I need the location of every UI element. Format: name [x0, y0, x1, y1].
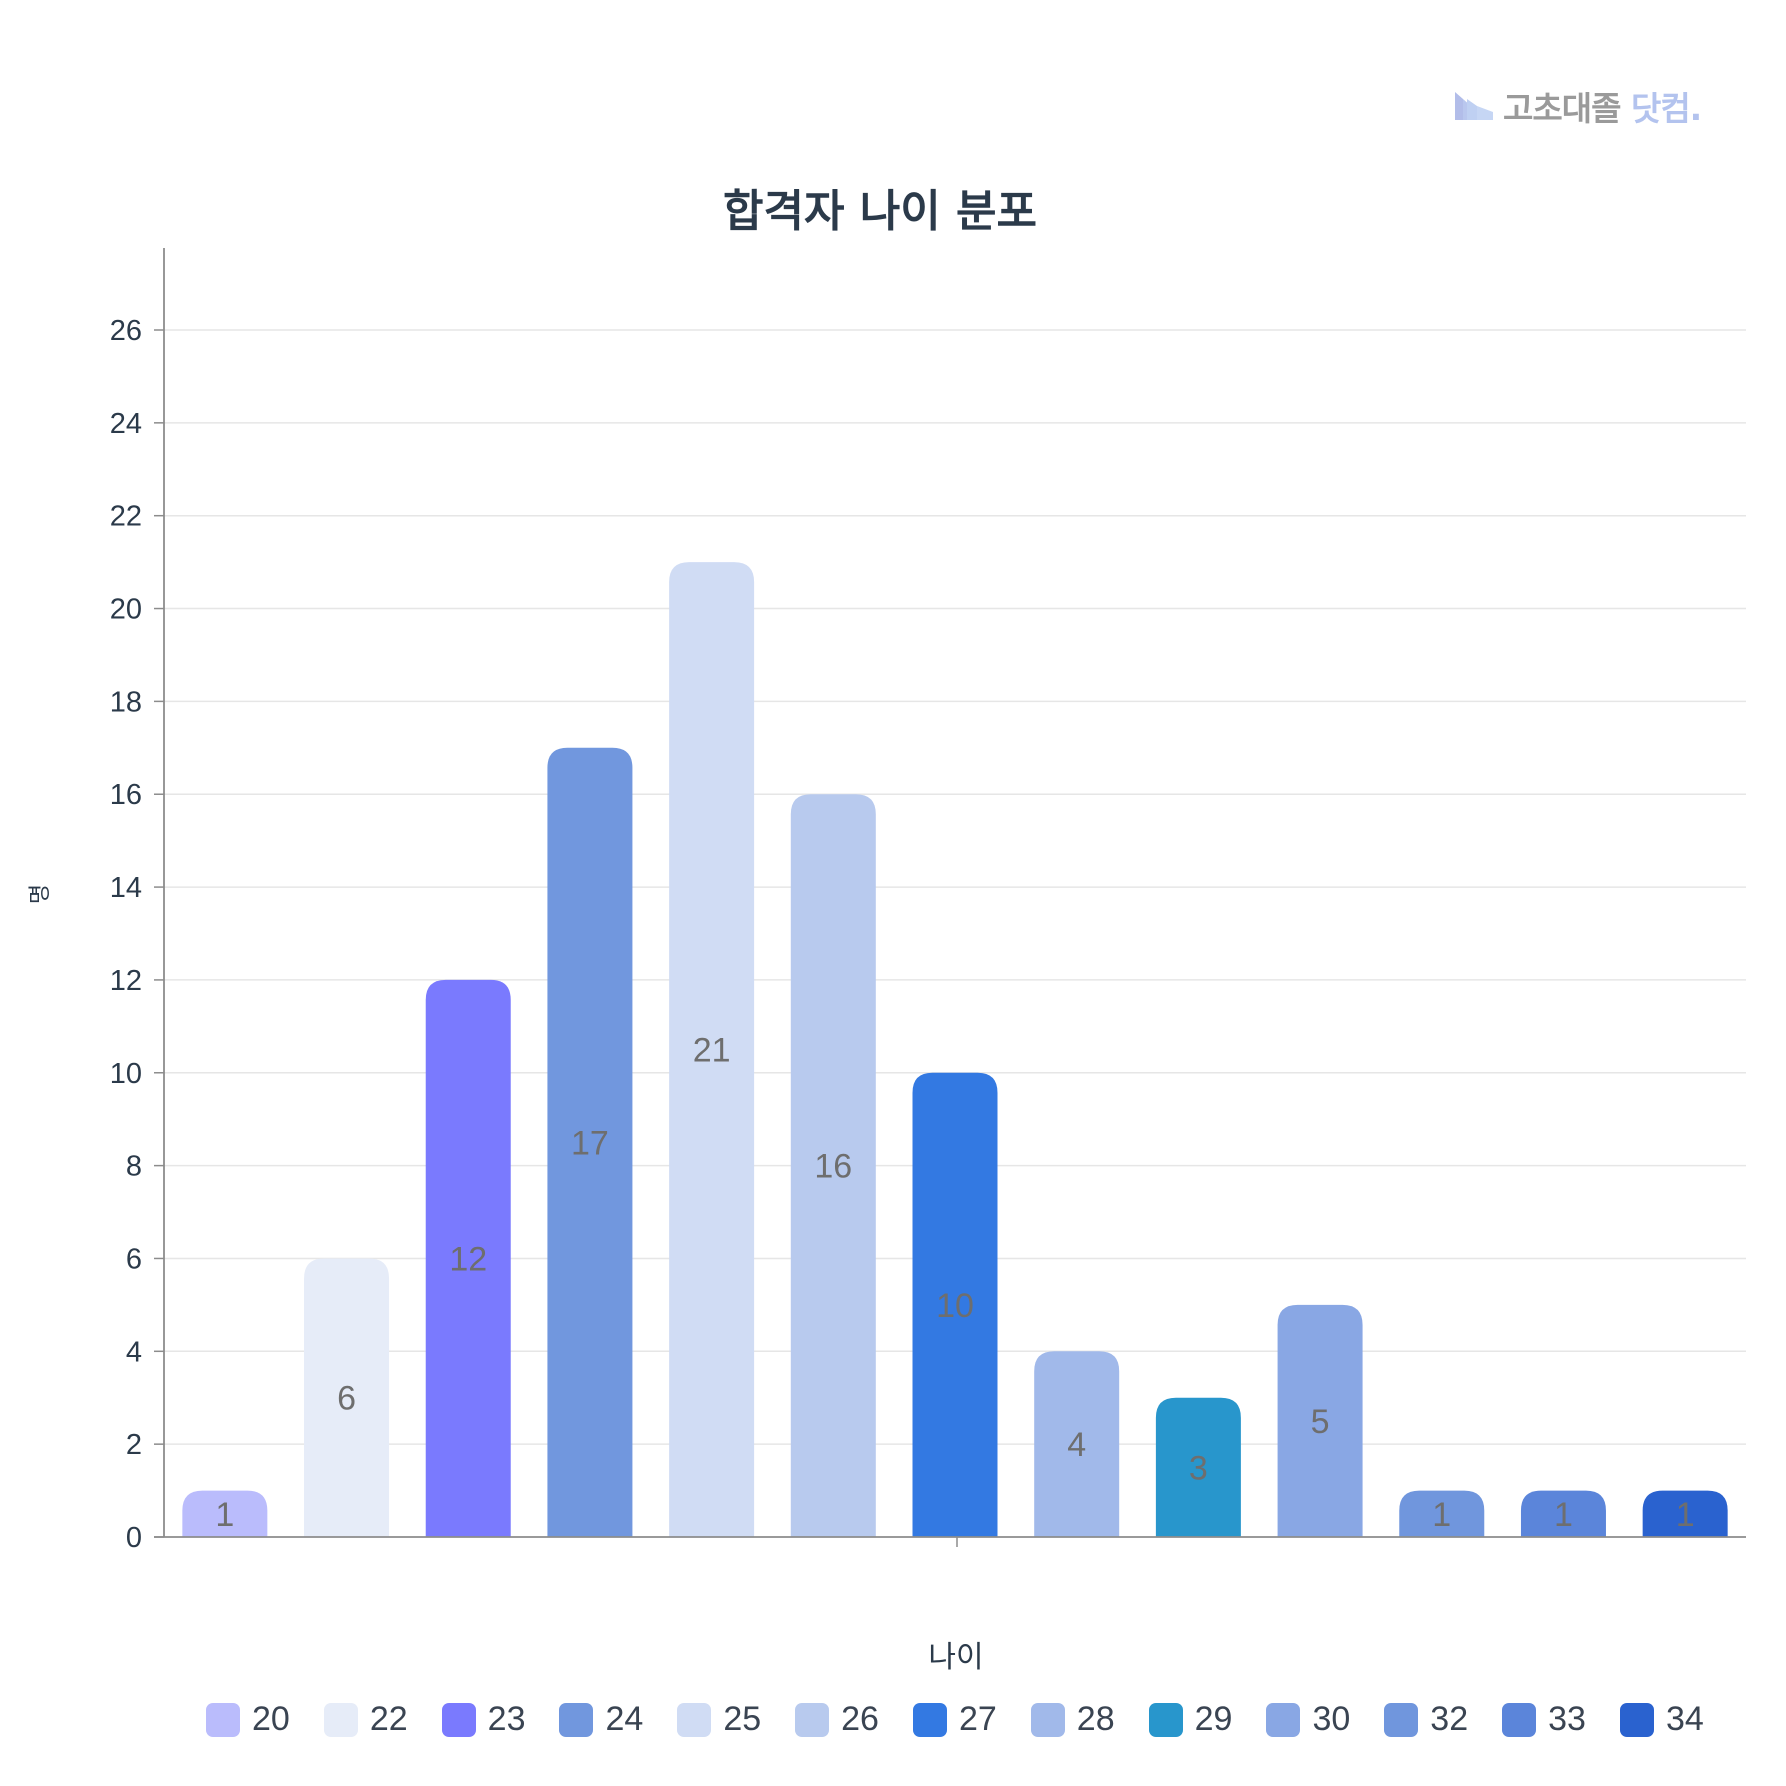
- bar-27[interactable]: [912, 1072, 998, 1537]
- legend-label: 34: [1665, 1700, 1704, 1738]
- bar-value-label: 3: [1189, 1449, 1208, 1487]
- bar-value-label: 10: [936, 1287, 974, 1325]
- y-tick-label: 26: [110, 315, 142, 347]
- bar-value-label: 17: [571, 1124, 609, 1162]
- bar-25[interactable]: [669, 562, 755, 1537]
- y-tick-label: 6: [126, 1243, 142, 1275]
- bar-33[interactable]: [1520, 1490, 1606, 1537]
- bar-value-label: 12: [449, 1240, 487, 1278]
- bar-23[interactable]: [425, 979, 511, 1537]
- legend-item-29[interactable]: 29: [1148, 1700, 1233, 1739]
- legend-item-23[interactable]: 23: [441, 1700, 526, 1739]
- bar-24[interactable]: [547, 747, 633, 1537]
- legend-label: 24: [605, 1700, 644, 1738]
- chart-legend: 20 22 23 24 25 26 27 28 29 30 32 33 34: [206, 1700, 1738, 1739]
- bar-value-label: 1: [1676, 1496, 1695, 1534]
- y-tick-label: 24: [110, 408, 142, 440]
- factory-icon: [1455, 92, 1493, 120]
- legend-swatch: [559, 1702, 594, 1737]
- y-tick-label: 4: [126, 1336, 142, 1368]
- legend-label: 28: [1076, 1700, 1115, 1738]
- bar-30[interactable]: [1277, 1304, 1363, 1537]
- legend-item-24[interactable]: 24: [559, 1700, 643, 1739]
- legend-label: 26: [841, 1700, 879, 1738]
- bar-value-label: 16: [814, 1148, 852, 1186]
- legend-item-28[interactable]: 28: [1030, 1700, 1115, 1739]
- legend-swatch: [795, 1702, 830, 1737]
- legend-item-30[interactable]: 30: [1266, 1700, 1350, 1739]
- bar-26[interactable]: [790, 794, 876, 1537]
- bar-value-label: 4: [1067, 1426, 1086, 1464]
- bar-value-label: 1: [1554, 1496, 1573, 1534]
- legend-label: 23: [487, 1700, 526, 1738]
- legend-label: 30: [1312, 1700, 1351, 1738]
- y-tick-label: 14: [110, 872, 142, 904]
- legend-label: 20: [252, 1700, 290, 1738]
- legend-label: 29: [1194, 1700, 1233, 1738]
- legend-swatch: [206, 1702, 240, 1737]
- y-tick-label: 18: [110, 686, 142, 718]
- y-tick-label: 0: [126, 1522, 142, 1554]
- legend-item-34[interactable]: 34: [1619, 1700, 1704, 1739]
- legend-item-33[interactable]: 33: [1502, 1700, 1586, 1739]
- y-tick-label: 10: [110, 1058, 142, 1090]
- legend-item-25[interactable]: 25: [677, 1700, 761, 1739]
- logo-text: 고초대졸 닷컴.: [1503, 89, 1702, 128]
- bar-32[interactable]: [1399, 1490, 1485, 1537]
- legend-label: 22: [369, 1700, 408, 1738]
- legend-swatch: [1030, 1702, 1065, 1737]
- bar-22[interactable]: [304, 1258, 390, 1537]
- legend-item-26[interactable]: 26: [795, 1700, 879, 1739]
- y-tick-label: 20: [110, 594, 142, 626]
- x-axis-label: 나이: [928, 1640, 984, 1675]
- y-tick-label: 22: [110, 501, 142, 533]
- y-tick-label: 2: [126, 1429, 142, 1461]
- brand-logo: 고초대졸 닷컴.: [1455, 88, 1702, 128]
- legend-swatch: [1384, 1702, 1419, 1737]
- bar-29[interactable]: [1155, 1397, 1241, 1537]
- bar-20[interactable]: [182, 1490, 268, 1537]
- legend-item-22[interactable]: 22: [323, 1700, 408, 1739]
- y-tick-label: 8: [126, 1151, 142, 1183]
- legend-swatch: [912, 1702, 947, 1737]
- legend-swatch: [1148, 1702, 1183, 1737]
- legend-swatch: [1619, 1702, 1654, 1737]
- bar-value-label: 1: [215, 1496, 234, 1534]
- legend-item-27[interactable]: 27: [912, 1700, 997, 1739]
- legend-swatch: [323, 1702, 358, 1737]
- legend-label: 33: [1548, 1700, 1586, 1738]
- y-tick-label: 12: [110, 965, 142, 997]
- chart-title: 합격자 나이 분포: [723, 186, 1037, 237]
- bar-value-label: 1: [1432, 1496, 1451, 1534]
- legend-item-20[interactable]: 20: [206, 1700, 290, 1739]
- legend-item-32[interactable]: 32: [1384, 1700, 1468, 1739]
- bar-34[interactable]: [1642, 1490, 1728, 1537]
- legend-swatch: [1502, 1702, 1537, 1737]
- bar-28[interactable]: [1034, 1351, 1120, 1537]
- bar-value-label: 21: [693, 1032, 731, 1070]
- legend-label: 27: [958, 1700, 997, 1738]
- legend-label: 32: [1430, 1700, 1469, 1738]
- bar-value-label: 5: [1311, 1403, 1330, 1441]
- legend-label: 25: [723, 1700, 762, 1738]
- legend-swatch: [677, 1702, 712, 1737]
- legend-swatch: [441, 1702, 476, 1737]
- y-tick-label: 16: [110, 779, 142, 811]
- legend-swatch: [1266, 1702, 1301, 1737]
- bar-value-label: 6: [337, 1380, 356, 1418]
